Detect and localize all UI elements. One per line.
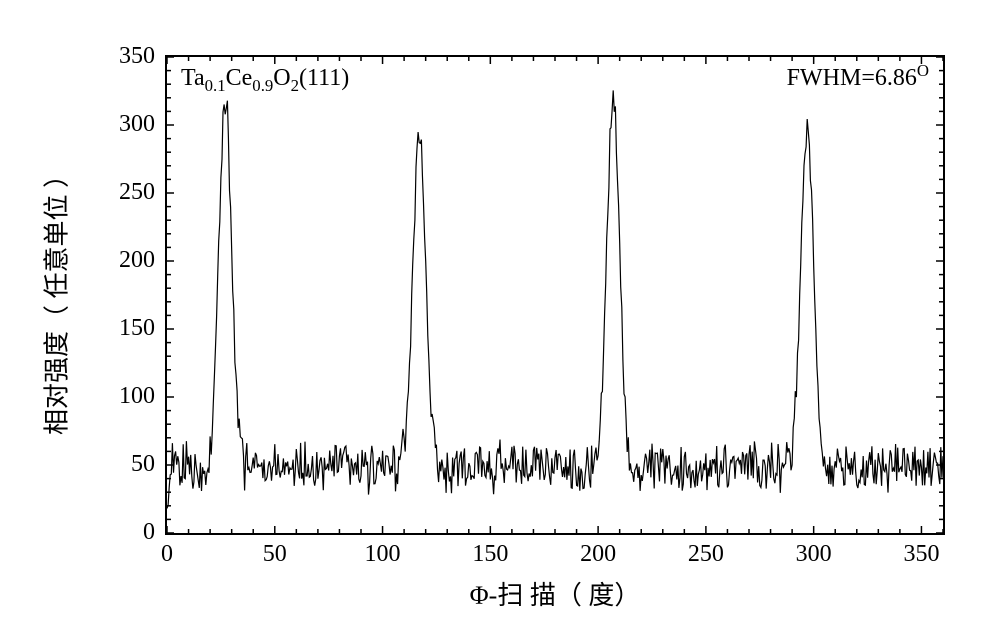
x-axis-label-text: Φ-扫 描（ 度） bbox=[470, 581, 641, 610]
plot-area: Ta0.1Ce0.9O2(111) FWHM=6.86O bbox=[165, 55, 945, 535]
y-tick-label: 200 bbox=[95, 247, 155, 274]
x-axis-label: Φ-扫 描（ 度） bbox=[165, 575, 945, 612]
y-tick-label: 100 bbox=[95, 383, 155, 410]
compound-annotation: Ta0.1Ce0.9O2(111) bbox=[181, 65, 349, 92]
x-tick-label: 350 bbox=[903, 541, 939, 568]
y-tick-label: 0 bbox=[95, 519, 155, 546]
y-axis-label-text: 相对强度（ 任意单位 ） bbox=[43, 162, 72, 435]
x-tick-label: 200 bbox=[580, 541, 616, 568]
x-tick-label: 300 bbox=[796, 541, 832, 568]
x-tick-label: 250 bbox=[688, 541, 724, 568]
x-tick-label: 150 bbox=[472, 541, 508, 568]
figure: Ta0.1Ce0.9O2(111) FWHM=6.86O 0 50 100 150 20… bbox=[0, 0, 1000, 633]
axis-ticks bbox=[167, 57, 943, 533]
x-tick-label: 100 bbox=[365, 541, 401, 568]
y-tick-label: 50 bbox=[95, 451, 155, 478]
y-tick-label: 250 bbox=[95, 179, 155, 206]
y-axis-label: 相对强度（ 任意单位 ） bbox=[37, 59, 74, 539]
y-tick-label: 300 bbox=[95, 111, 155, 138]
y-tick-label: 150 bbox=[95, 315, 155, 342]
x-tick-label: 0 bbox=[161, 541, 173, 568]
fwhm-annotation: FWHM=6.86O bbox=[787, 65, 929, 92]
x-tick-label: 50 bbox=[263, 541, 287, 568]
y-tick-label: 350 bbox=[95, 43, 155, 70]
